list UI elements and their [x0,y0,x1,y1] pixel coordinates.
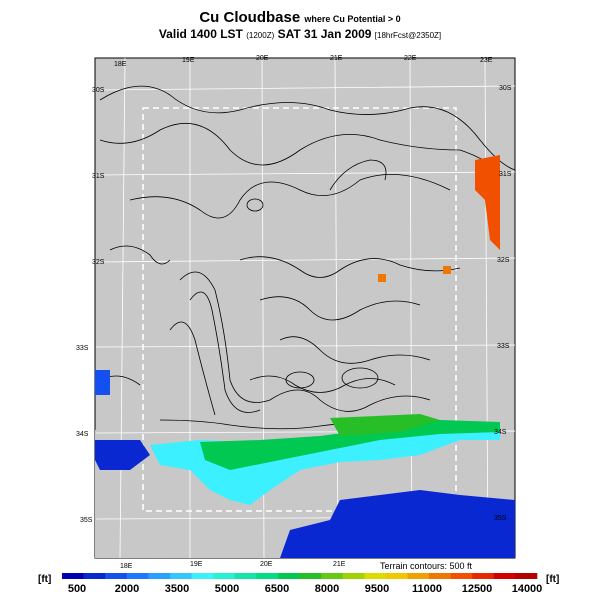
colorbar-label: 6500 [264,583,290,595]
lat-label-left: 34S [76,431,89,438]
colorbar-swatch [191,573,214,579]
lon-label-top: 19E [182,57,195,64]
colorbar-label: 11000 [412,583,442,595]
colorbar-swatch [277,573,300,579]
lat-label-right: 31S [499,171,512,178]
lat-label-right: 35S [494,515,507,522]
lon-label-bottom: 18E [120,563,133,570]
colorbar-swatch [364,573,387,579]
colorbar-label: 12500 [461,583,493,595]
lat-labels-left: 30S 31S 32S 33S 34S 35S [76,87,105,524]
colorbar-swatch [83,573,106,579]
colorbar-label: 9500 [364,583,390,595]
colorbar-unit-right: [ft] [546,574,560,585]
inner-domain-boundary [142,107,457,512]
colorbar-swatch [148,573,171,579]
colorbar-swatch [105,573,128,579]
colorbar-swatch [170,573,192,579]
lat-label-left: 33S [76,345,89,352]
lon-label-top: 23E [480,57,493,64]
lon-label-top: 20E [256,55,269,62]
lon-label-top: 18E [114,61,127,68]
colorbar-swatch [62,573,84,579]
colorbar-unit-left: [ft] [38,574,52,585]
lat-label-right: 33S [497,343,510,350]
colorbar-swatch [407,573,430,579]
terrain-contours [99,85,516,430]
cloudbase-cell-east-high [475,155,500,250]
cloudbase-cells [95,155,515,558]
cloudbase-cell-south-coast-green [200,420,500,470]
lat-label-left: 31S [92,173,105,180]
colorbar-swatch [299,573,322,579]
lon-label-top: 21E [330,55,343,62]
colorbar-swatch [515,573,538,579]
colorbar-label: 14000 [511,583,543,595]
colorbar-label: 3500 [164,583,190,595]
cloudbase-cell-southeast-sea [280,490,515,558]
lon-label-bottom: 19E [190,561,203,568]
lat-labels-right: 30S 31S 32S 33S 34S 35S [494,85,512,522]
lat-label-left: 30S [92,87,105,94]
colorbar-swatch [472,573,495,579]
cloudbase-cell-small-2 [443,266,451,274]
colorbar-label: 2000 [114,583,140,595]
colorbar-swatch [385,573,408,579]
lon-labels-top: 18E 19E 20E 21E 22E 23E [114,55,493,68]
colorbar-label: 5000 [214,583,240,595]
colorbar-swatch [256,573,279,579]
valid-time: Valid 1400 LST (1200Z) SAT 31 Jan 2009 [… [158,27,442,41]
colorbar-swatch [450,573,473,579]
colorbar-swatch [321,573,343,579]
colorbar-swatch [234,573,257,579]
lon-label-top: 22E [404,55,417,62]
terrain-contour-note: Terrain contours: 500 ft [380,561,473,571]
cloudbase-cell-coastal-ridge [330,414,440,436]
cloudbase-cell-southwest [95,440,150,470]
cloudbase-cell-west-coast [95,370,110,395]
lat-label-right: 32S [497,257,510,264]
cloudbase-cell-small-1 [378,274,386,282]
map-title-condition: where Cu Potential > 0 [304,14,401,24]
lat-label-left: 35S [80,517,93,524]
colorbar [62,573,538,579]
ocean-area [95,430,515,558]
map-title: Cu Cloudbase where Cu Potential > 0 [199,9,401,26]
colorbar-label: 500 [67,583,87,595]
colorbar-swatch [493,573,516,579]
colorbar-swatch [342,573,365,579]
lon-labels-bottom: 18E 19E 20E 21E [120,561,346,570]
lat-label-left: 32S [92,259,105,266]
colorbar-label: 8000 [314,583,340,595]
lon-label-bottom: 21E [333,561,346,568]
lat-label-right: 30S [499,85,512,92]
colorbar-swatch [429,573,451,579]
colorbar-swatch [126,573,149,579]
lon-label-bottom: 20E [260,561,273,568]
colorbar-labels: 500 2000 3500 5000 6500 8000 9500 11000 12500 140… [55,583,545,597]
colorbar-swatch [213,573,235,579]
lat-label-right: 34S [494,429,507,436]
